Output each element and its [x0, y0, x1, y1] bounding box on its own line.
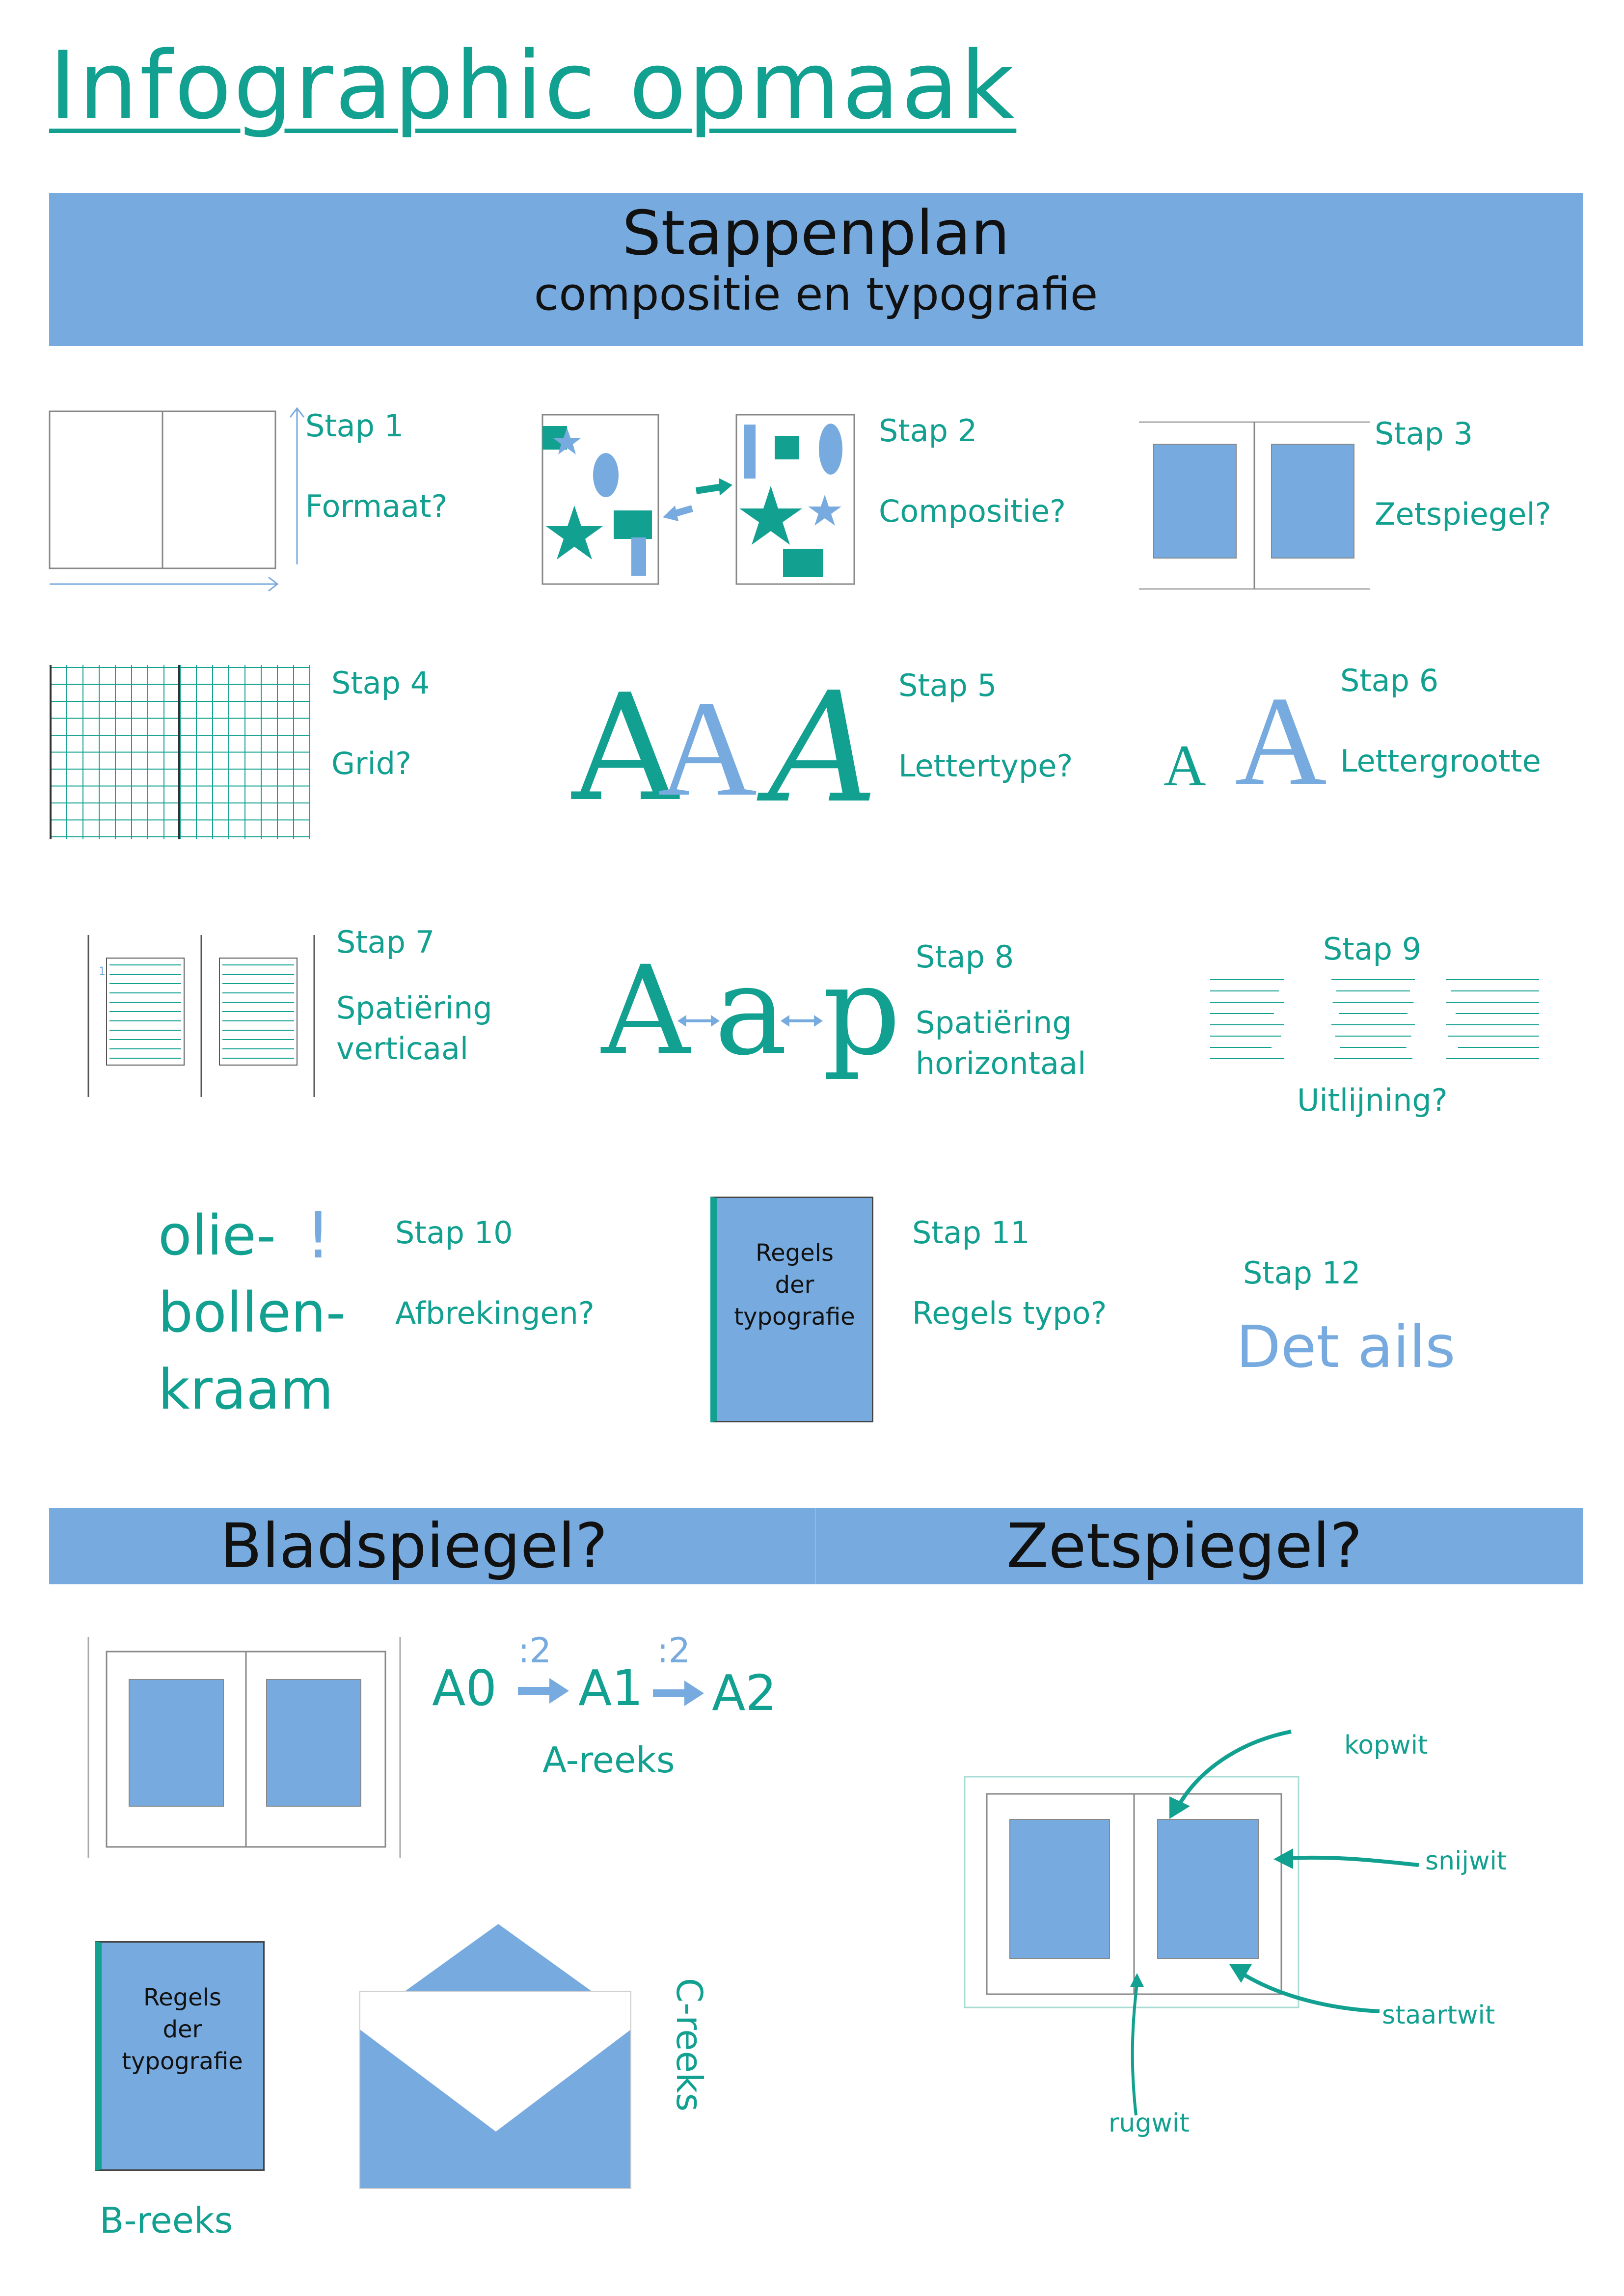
aap-letter-p: p: [822, 939, 901, 1082]
step-3-label: Stap 3: [1375, 416, 1473, 452]
vertical-spacing-icon: 1: [87, 935, 315, 1097]
band-subtitle: compositie en typografie: [534, 267, 1098, 320]
a-series-label: A-reeks: [542, 1739, 675, 1781]
section2-band: Bladspiegel? Zetspiegel?: [49, 1508, 1583, 1584]
a-series-a0: A0: [432, 1659, 497, 1717]
envelope-icon: [359, 1924, 631, 2189]
band-title: Stappenplan: [622, 198, 1010, 269]
fontsize-small-sample: A: [1164, 733, 1206, 798]
bladspiegel-heading: Bladspiegel?: [220, 1511, 608, 1582]
composition-icon: [541, 414, 855, 585]
staartwit-label: staartwit: [1382, 2001, 1495, 2030]
zetspiegel-icon: [1139, 421, 1370, 590]
b-book-line-1: Regels: [143, 1984, 222, 2011]
step-7-label: Stap 7: [336, 924, 435, 960]
kopwit-label: kopwit: [1344, 1731, 1428, 1760]
step-5-text: Lettertype?: [898, 748, 1073, 784]
step-10-label: Stap 10: [395, 1215, 513, 1251]
a-series-arrow-2: [653, 1681, 704, 1706]
aap-letter-a-upper: A: [601, 939, 690, 1082]
step-8-text: Spatiëring: [916, 1004, 1072, 1041]
stappenplan-band: Stappenplan compositie en typografie: [49, 193, 1583, 346]
step-8-text-2: horizontaal: [916, 1045, 1086, 1082]
typeface-sample-2: A: [658, 672, 758, 825]
step-2-text: Compositie?: [879, 493, 1066, 529]
zetspiegel-diagram: [964, 1776, 1299, 2008]
step-11-text: Regels typo?: [912, 1295, 1107, 1331]
step-4-label: Stap 4: [331, 665, 430, 701]
step-4-text: Grid?: [331, 745, 412, 781]
rules-book-line-1: Regels: [755, 1239, 834, 1267]
step-3-text: Zetspiegel?: [1375, 496, 1551, 532]
c-series-label: C-reeks: [669, 1978, 710, 2112]
hyphen-word-1: olie-: [158, 1204, 276, 1268]
zetspiegel-heading: Zetspiegel?: [1006, 1511, 1362, 1582]
margin-arrows: [1130, 1730, 1419, 2116]
step-12-label: Stap 12: [1243, 1255, 1361, 1291]
step-7-text-2: verticaal: [336, 1031, 469, 1067]
format-icon: [49, 407, 305, 592]
spacing-arrows-icon: [677, 1015, 823, 1027]
fontsize-large-sample: A: [1235, 670, 1327, 812]
a-series-divide-2: :2: [657, 1630, 691, 1671]
alignment-icon: [1210, 979, 1539, 1059]
b-book-line-3: typografie: [122, 2047, 243, 2075]
step-5-label: Stap 5: [898, 667, 997, 703]
hyphen-word-2: bollen-: [158, 1281, 346, 1345]
step-7-text: Spatiëring: [336, 989, 492, 1026]
rules-book-line-2: der: [775, 1271, 814, 1299]
grid-icon: [50, 665, 310, 839]
page-title: Infographic opmaak: [49, 31, 1017, 140]
snijwit-label: snijwit: [1425, 1846, 1507, 1876]
step-10-text: Afbrekingen?: [395, 1295, 595, 1331]
step-6-text: Lettergrootte: [1340, 743, 1541, 779]
a-series-divide-1: :2: [518, 1630, 552, 1671]
a-series-a1: A1: [578, 1659, 644, 1717]
b-book-line-2: der: [162, 2015, 202, 2043]
rules-book-icon: Regels der typografie: [710, 1197, 873, 1422]
b-series-label: B-reeks: [100, 2200, 233, 2241]
step-12-text: Det ails: [1236, 1313, 1456, 1381]
bladspiegel-spread-icon: [87, 1637, 401, 1858]
step-9-text: Uitlijning?: [1297, 1082, 1448, 1118]
exclamation-mark: !: [305, 1198, 331, 1273]
typeface-sample-1: A: [572, 663, 678, 834]
rules-book-line-3: typografie: [734, 1303, 855, 1331]
step-2-label: Stap 2: [879, 413, 977, 449]
hyphen-example: olie- bollen- kraam: [158, 1198, 346, 1428]
aap-letter-a-lower: a: [714, 939, 788, 1082]
svg-text:1: 1: [99, 965, 106, 978]
hyphen-word-3: kraam: [158, 1358, 334, 1422]
step-1-text: Formaat?: [305, 488, 448, 524]
rugwit-label: rugwit: [1109, 2109, 1190, 2138]
step-1-label: Stap 1: [305, 408, 404, 444]
step-8-label: Stap 8: [916, 939, 1014, 975]
step-9-label: Stap 9: [1323, 931, 1422, 967]
a-series-arrow-1: [518, 1678, 569, 1704]
typeface-sample-3: A: [768, 660, 878, 837]
step-6-label: Stap 6: [1340, 663, 1439, 698]
step-11-label: Stap 11: [912, 1215, 1030, 1251]
b-series-book-icon: Regels der typografie: [95, 1941, 265, 2171]
a-series-a2: A2: [712, 1664, 777, 1722]
